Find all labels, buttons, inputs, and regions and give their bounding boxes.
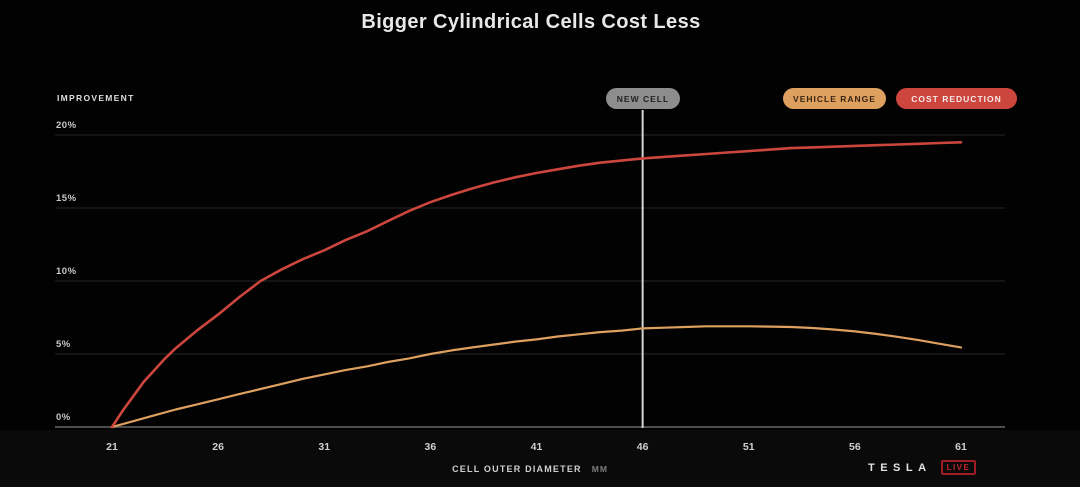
legend-vehicle-range: VEHICLE RANGE — [783, 88, 886, 109]
lower-background-band — [0, 430, 1080, 487]
x-tick-label: 41 — [530, 441, 543, 453]
y-tick-label: 5% — [56, 339, 71, 350]
new-cell-badge-label: NEW CELL — [616, 93, 670, 104]
y-tick-label: 20% — [56, 120, 77, 131]
vehicle-range-line — [110, 325, 963, 429]
y-tick-label: 15% — [56, 193, 77, 204]
legend-cost-reduction-label: COST REDUCTION — [911, 93, 1002, 104]
x-tick-label: 51 — [742, 441, 755, 453]
y-axis-title: IMPROVEMENT — [57, 93, 135, 103]
x-tick-label: 31 — [318, 441, 331, 453]
x-tick-label: 46 — [636, 441, 649, 453]
legend-cost-reduction: COST REDUCTION — [896, 88, 1017, 109]
x-axis-title-text: CELL OUTER DIAMETER — [452, 464, 582, 474]
x-tick-label: 56 — [849, 441, 861, 453]
cost-reduction-line — [110, 141, 963, 429]
x-axis-unit: MM — [591, 464, 608, 474]
live-badge: LIVE — [940, 460, 977, 475]
y-tick-label: 10% — [56, 266, 77, 277]
x-axis-title: CELL OUTER DIAMETER MM — [0, 464, 1060, 474]
x-tick-label: 36 — [424, 441, 437, 453]
y-tick-label: 0% — [56, 412, 71, 423]
x-tick-label: 26 — [212, 441, 224, 453]
branding: TESLA LIVE — [868, 460, 977, 475]
legend-vehicle-range-label: VEHICLE RANGE — [793, 93, 876, 104]
chart-title: Bigger Cylindrical Cells Cost Less — [361, 11, 701, 33]
x-tick-label: 21 — [106, 441, 118, 453]
new-cell-badge: NEW CELL — [606, 88, 680, 109]
tesla-logo: TESLA — [868, 461, 932, 474]
x-tick-label: 61 — [955, 441, 967, 453]
